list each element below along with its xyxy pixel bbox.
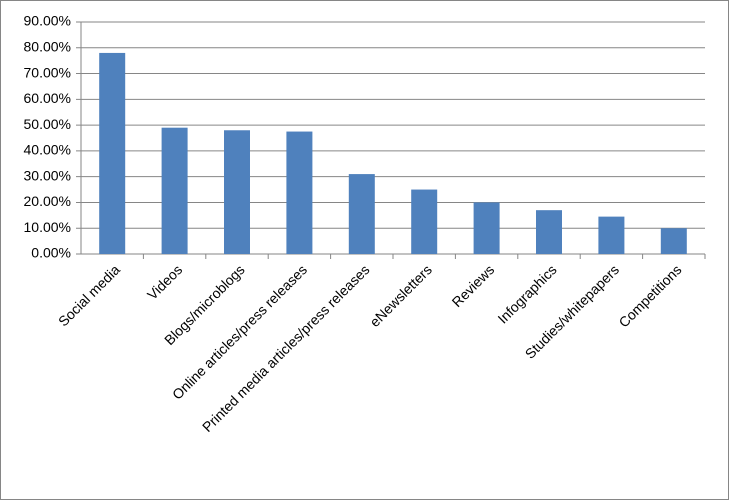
y-tick-label: 20.00% [24, 193, 71, 209]
bar [99, 52, 126, 254]
y-tick-label: 0.00% [31, 245, 71, 261]
y-tick-label: 70.00% [24, 64, 71, 80]
y-tick-label: 30.00% [24, 167, 71, 183]
bar [161, 127, 188, 254]
bar [348, 174, 375, 254]
bar [598, 216, 625, 254]
bar [660, 228, 687, 254]
bar [224, 130, 250, 254]
bar [536, 210, 562, 254]
y-tick-label: 80.00% [24, 38, 71, 54]
y-tick-label: 50.00% [24, 116, 71, 132]
bar [286, 131, 313, 254]
bar [411, 189, 438, 254]
bar [473, 202, 500, 254]
y-tick-label: 60.00% [24, 90, 71, 106]
y-tick-label: 10.00% [24, 219, 71, 235]
y-tick-label: 40.00% [24, 142, 71, 158]
y-tick-label: 90.00% [24, 13, 71, 29]
